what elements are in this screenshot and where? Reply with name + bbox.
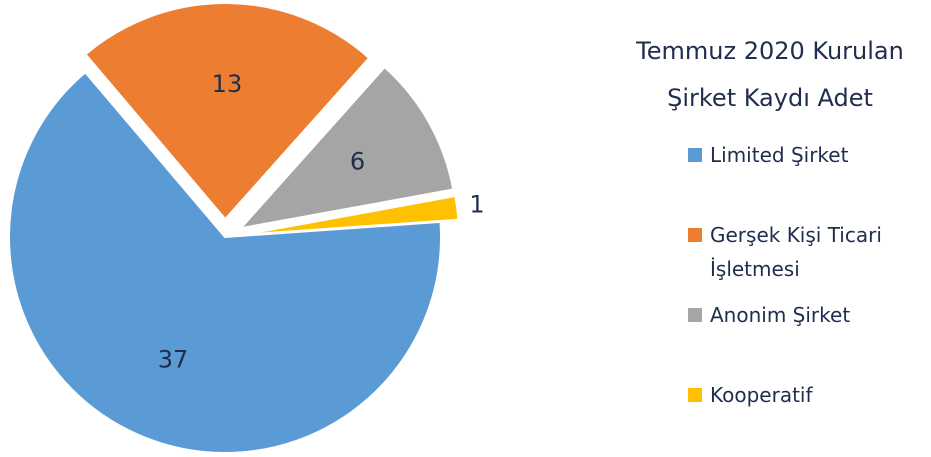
data-label: 37 [158, 345, 189, 373]
pie-slice [84, 2, 371, 221]
chart-title: Temmuz 2020 Kurulan Şirket Kaydı Adet [636, 37, 904, 112]
legend-item: Limited Şirket [688, 138, 928, 172]
legend-swatch [688, 308, 702, 322]
legend-item: Anonim Şirket [688, 298, 928, 332]
legend-label: Kooperatif [710, 383, 813, 407]
legend-item: Kooperatif [688, 378, 928, 412]
data-label: 1 [469, 190, 484, 218]
legend-label: Anonim Şirket [710, 303, 851, 327]
legend-swatch [688, 228, 702, 242]
legend-label: Limited Şirket [710, 143, 849, 167]
data-label: 13 [212, 70, 243, 98]
legend-swatch [688, 148, 702, 162]
legend-label: Gerşek Kişi Ticari İşletmesi [710, 223, 882, 281]
pie-slice [8, 70, 442, 454]
data-label: 6 [350, 148, 365, 176]
legend-swatch [688, 388, 702, 402]
pie-slice [242, 194, 460, 236]
legend-item: Gerşek Kişi Ticari İşletmesi [688, 218, 928, 286]
pie-slice [238, 65, 455, 230]
